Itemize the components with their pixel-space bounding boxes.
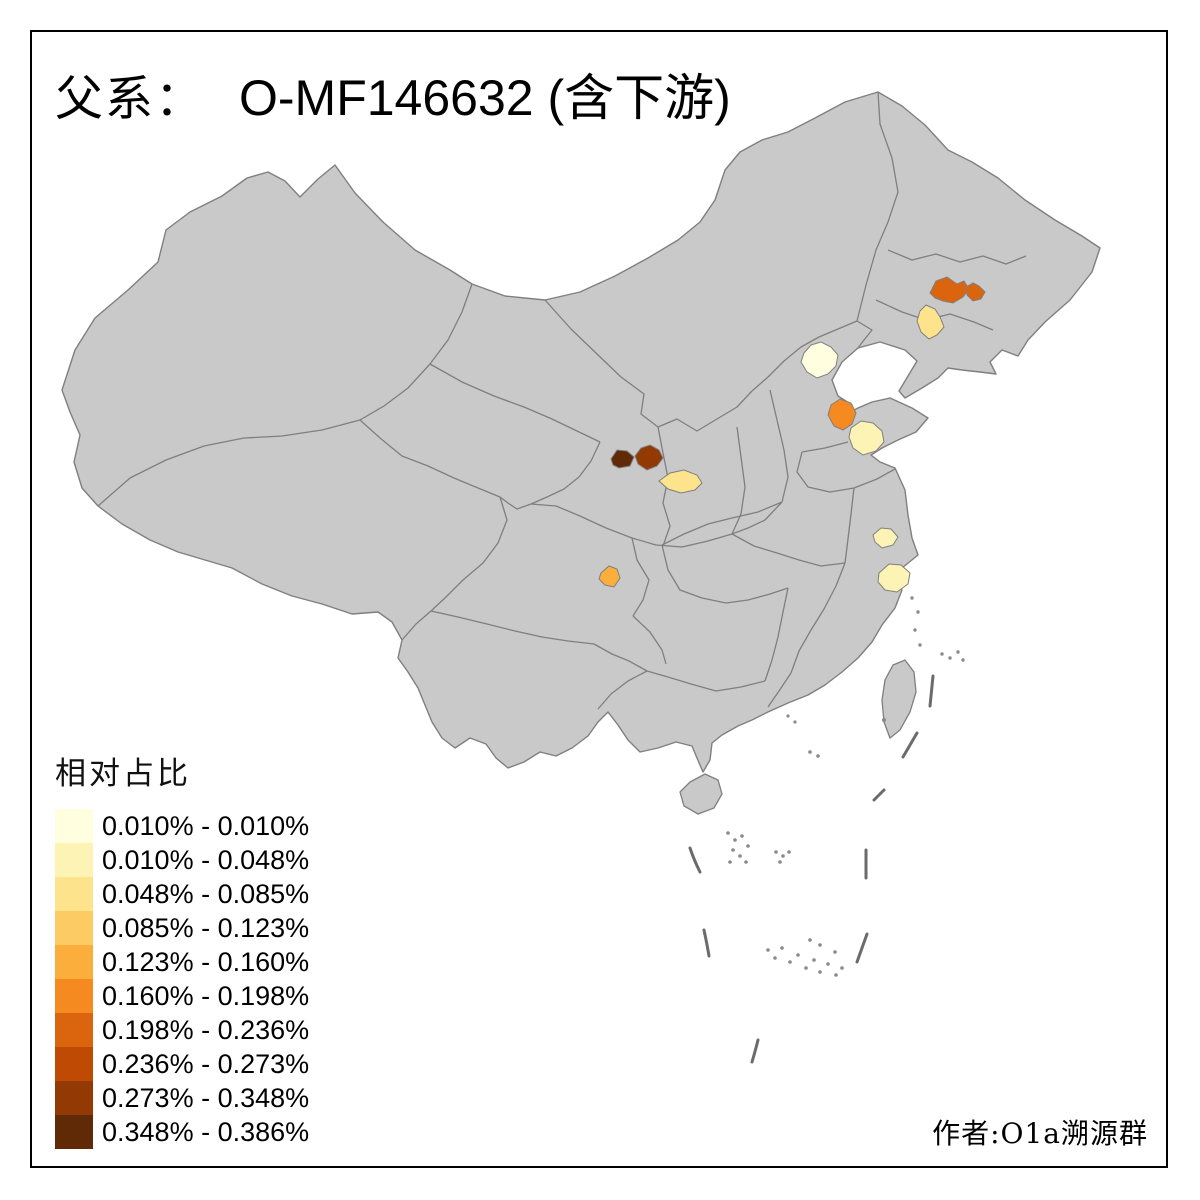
legend-swatch xyxy=(55,809,93,843)
legend-label: 0.198% - 0.236% xyxy=(102,1014,310,1045)
region-sichuan-northeast xyxy=(598,565,621,588)
map-title: 父系： O-MF146632 (含下游) xyxy=(55,58,731,130)
legend-swatch xyxy=(55,979,93,1013)
region-gansu-central-west xyxy=(610,449,635,469)
legend-label-column: 0.010% - 0.010% 0.010% - 0.048% 0.048% -… xyxy=(102,809,309,1149)
region-gansu-central-east xyxy=(634,444,664,471)
legend-swatch xyxy=(55,1115,93,1149)
legend-swatch xyxy=(55,843,93,877)
legend-swatch-column xyxy=(55,809,93,1149)
legend-swatch xyxy=(55,1081,93,1115)
legend-label: 0.010% - 0.010% xyxy=(102,810,310,841)
taiwan-island xyxy=(881,659,917,740)
legend-label: 0.348% - 0.386% xyxy=(102,1116,310,1147)
legend: 相对占比 0.010% - 0.010% 0.010% - 0.048% 0.0… xyxy=(55,748,309,1149)
legend-swatch xyxy=(55,877,93,911)
legend-swatch xyxy=(55,911,93,945)
region-jiangsu-central xyxy=(872,527,899,549)
legend-label: 0.010% - 0.048% xyxy=(102,844,310,875)
legend-label: 0.123% - 0.160% xyxy=(102,946,310,977)
legend-title: 相对占比 xyxy=(55,756,191,792)
legend-label: 0.048% - 0.085% xyxy=(102,878,310,909)
legend-label: 0.236% - 0.273% xyxy=(102,1048,310,1079)
legend-swatch xyxy=(55,1047,93,1081)
attribution: 作者:O1a溯源群 xyxy=(932,1117,1148,1150)
region-beijing xyxy=(800,341,839,379)
region-shandong-central xyxy=(848,420,885,456)
region-jilin-central-east xyxy=(965,282,986,302)
title-main: O-MF146632 (含下游) xyxy=(239,70,731,126)
legend-rows: 0.010% - 0.010% 0.010% - 0.048% 0.048% -… xyxy=(55,809,309,1149)
hainan-island xyxy=(679,773,723,815)
region-shandong-northwest xyxy=(827,398,857,431)
title-prefix: 父系： xyxy=(55,71,206,127)
highlighted-regions xyxy=(598,276,986,593)
legend-swatch xyxy=(55,945,93,979)
legend-swatch xyxy=(55,1013,93,1047)
plot-frame xyxy=(30,30,1168,1168)
legend-label: 0.085% - 0.123% xyxy=(102,912,310,943)
region-liaoning-north xyxy=(916,304,945,340)
mainland-outline xyxy=(61,91,1101,773)
legend-label: 0.273% - 0.348% xyxy=(102,1082,310,1113)
nine-dash-line xyxy=(688,674,935,1064)
region-zhejiang-north xyxy=(877,563,911,593)
region-shaanxi-guanzhong xyxy=(658,469,703,494)
legend-label: 0.160% - 0.198% xyxy=(102,980,310,1011)
small-islands xyxy=(726,596,965,977)
